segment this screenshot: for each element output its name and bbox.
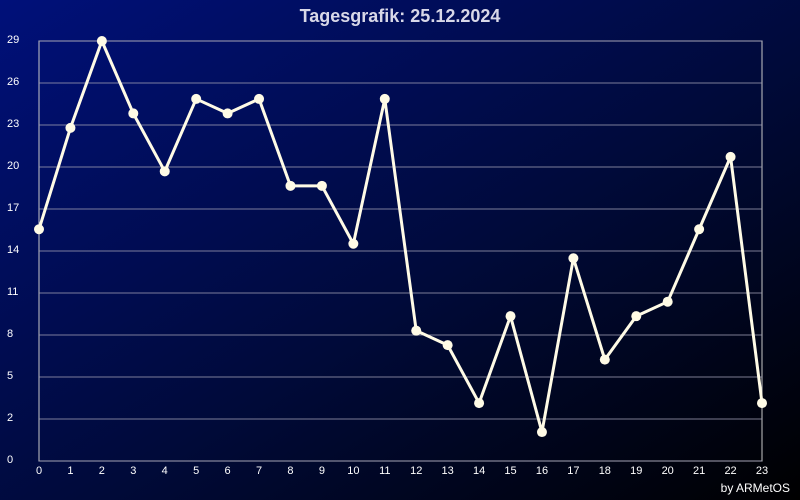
x-tick-label: 6	[225, 465, 231, 477]
y-tick-label: 5	[7, 370, 13, 382]
point	[568, 253, 579, 264]
point	[128, 108, 139, 119]
point	[191, 93, 202, 104]
x-tick-label: 1	[67, 465, 73, 477]
point	[254, 93, 265, 104]
credit: by ARMetOS	[721, 481, 790, 495]
line	[37, 39, 764, 434]
point	[316, 180, 327, 191]
point	[536, 427, 547, 438]
x-tick-label: 3	[130, 465, 136, 477]
x-tick-label: 13	[442, 465, 454, 477]
point	[96, 36, 107, 46]
x-tick-label: 2	[99, 465, 105, 477]
x-tick-label: 7	[256, 465, 262, 477]
point	[34, 224, 44, 235]
x-tick-label: 14	[473, 465, 485, 477]
y-tick-label: 2	[7, 412, 13, 424]
y-tick-label: 17	[7, 202, 19, 214]
point	[725, 151, 736, 162]
x-tick-label: 5	[193, 465, 199, 477]
point	[65, 122, 76, 133]
x-tick-label: 22	[724, 465, 736, 477]
point	[379, 93, 390, 104]
x-tick-label: 11	[379, 465, 390, 477]
x-tick-label: 8	[287, 465, 293, 477]
x-tick-label: 15	[504, 465, 516, 477]
x-tick-label: 19	[630, 465, 642, 477]
point	[599, 354, 610, 365]
point	[159, 166, 170, 177]
y-tick-label: 8	[7, 328, 13, 340]
x-tick-label: 12	[410, 465, 422, 477]
point	[442, 340, 453, 351]
point	[694, 224, 705, 235]
point	[757, 398, 767, 409]
y-tick-label: 23	[7, 118, 19, 130]
x-tick-label: 4	[162, 465, 168, 477]
point	[505, 311, 516, 322]
x-tick-label: 0	[36, 465, 42, 477]
point	[662, 296, 673, 307]
x-tick-label: 10	[347, 465, 359, 477]
x-tick-label: 18	[599, 465, 611, 477]
point	[411, 325, 422, 336]
x-tick-label: 20	[662, 465, 674, 477]
x-tick-label: 9	[319, 465, 325, 477]
x-tick-label: 16	[536, 465, 548, 477]
x-tick-label: 23	[756, 465, 768, 477]
y-tick-label: 14	[7, 244, 19, 256]
point	[348, 238, 359, 249]
point	[631, 311, 642, 322]
y-tick-label: 11	[7, 286, 18, 298]
y-tick-label: 0	[7, 454, 13, 466]
point	[474, 398, 485, 409]
point	[285, 180, 296, 191]
x-tick-label: 17	[567, 465, 579, 477]
chart-title: Tagesgrafik: 25.12.2024	[300, 6, 501, 26]
y-tick-label: 26	[7, 76, 19, 88]
y-tick-label: 29	[7, 34, 19, 46]
point	[222, 108, 233, 119]
y-tick-label: 20	[7, 160, 19, 172]
x-tick-label: 21	[693, 465, 705, 477]
